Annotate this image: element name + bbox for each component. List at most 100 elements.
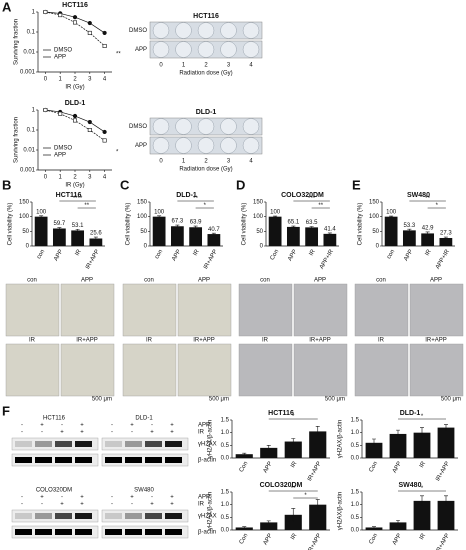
blot-sign: + xyxy=(130,423,134,429)
chart-title: SW480 xyxy=(407,192,430,199)
error-bar xyxy=(420,427,424,438)
point xyxy=(72,15,78,20)
error-bar xyxy=(444,495,448,506)
micrograph xyxy=(122,283,177,337)
point xyxy=(58,111,63,116)
blot-line-label: COLO320DM xyxy=(36,488,72,494)
value-label: 63.5 xyxy=(306,220,318,226)
blot-sign: + xyxy=(150,502,154,508)
blot-line-label: SW480 xyxy=(134,488,154,494)
bar xyxy=(286,226,300,246)
value-label: 42.9 xyxy=(422,226,434,232)
well xyxy=(152,41,170,58)
point xyxy=(73,20,78,25)
value-label: 100 xyxy=(386,210,397,216)
well xyxy=(220,41,237,58)
band xyxy=(145,441,162,447)
bar xyxy=(152,216,166,246)
error-bar xyxy=(443,236,448,239)
band xyxy=(55,457,72,463)
blot-sign: + xyxy=(150,430,154,436)
y-tick-label: 0.0 xyxy=(351,456,360,462)
micrograph xyxy=(122,343,177,397)
sig-label: ** xyxy=(84,203,89,209)
error-bar xyxy=(242,452,247,456)
error-bar xyxy=(39,215,44,218)
chart-title: DLD-1 xyxy=(65,100,86,107)
bar xyxy=(260,522,278,530)
value-label: 27.3 xyxy=(440,231,452,237)
bar xyxy=(268,216,282,246)
x-tick-label: APP xyxy=(263,461,274,474)
error-bar xyxy=(327,232,332,235)
x-tick-label: con xyxy=(36,249,46,260)
blot-band-label: β-actin xyxy=(198,530,216,536)
x-tick-label: Con xyxy=(270,249,281,262)
dose-label: 1 xyxy=(182,159,186,165)
band xyxy=(55,529,72,535)
well xyxy=(220,22,237,39)
band xyxy=(145,457,162,463)
x-tick-label: APP xyxy=(53,249,64,262)
blot-sign: + xyxy=(130,495,134,501)
value-label: 100 xyxy=(36,209,47,215)
band xyxy=(35,529,52,535)
y-tick-label: 0.001 xyxy=(20,70,36,76)
bar xyxy=(71,230,85,246)
value-label: 65.1 xyxy=(288,220,300,226)
y-tick-label: 0.01 xyxy=(23,50,35,56)
micrograph-label: IR xyxy=(146,338,153,344)
chart-title: DLD-1 xyxy=(176,192,197,199)
point xyxy=(87,119,92,125)
dose-label: 2 xyxy=(204,159,208,165)
blot-sign: - xyxy=(111,423,113,429)
x-tick-label: IR+APP xyxy=(307,461,323,483)
error-bar xyxy=(211,232,216,235)
x-tick-label: APP xyxy=(171,249,182,262)
plate-title: DLD-1 xyxy=(196,109,217,116)
y-tick-label: 0 xyxy=(144,244,148,250)
x-tick-label: Con xyxy=(239,461,250,474)
point xyxy=(102,138,107,143)
y-tick-label: 0.0 xyxy=(351,528,360,534)
micrograph xyxy=(5,343,60,397)
value-label: 63.9 xyxy=(190,220,202,226)
point xyxy=(43,108,48,113)
blot-row-label: APP xyxy=(198,423,210,429)
micrograph xyxy=(293,343,348,397)
micrograph-label: IR+APP xyxy=(425,338,447,344)
error-bar xyxy=(193,225,198,229)
blot-row-label: IR xyxy=(198,502,205,508)
legend-label: DMSO xyxy=(54,146,72,152)
y-tick-label: 0.5 xyxy=(221,515,230,521)
y-tick-label: 150 xyxy=(253,200,264,206)
panel-label: C xyxy=(120,177,130,192)
bar xyxy=(437,500,455,530)
x-tick-label: 0 xyxy=(44,77,48,83)
error-bar xyxy=(175,224,180,228)
legend-label: DMSO xyxy=(54,48,72,54)
y-axis-label: γH2AX/β-actin xyxy=(338,492,344,530)
band xyxy=(15,513,32,519)
micrograph-label: IR+APP xyxy=(193,338,215,344)
micrograph-label: IR xyxy=(378,338,385,344)
sig-label: *** xyxy=(308,196,316,202)
x-tick-label: Con xyxy=(368,533,379,546)
micrograph-label: con xyxy=(144,278,154,284)
bar xyxy=(305,227,319,246)
y-tick-label: 100 xyxy=(253,214,264,220)
blot-sign: + xyxy=(80,495,84,501)
well xyxy=(152,137,170,154)
panel-label: A xyxy=(2,0,12,14)
band xyxy=(35,441,52,447)
blot-line-label: DLD-1 xyxy=(135,416,153,422)
y-tick-label: 100 xyxy=(19,214,30,220)
band xyxy=(75,457,92,463)
blot-sign: - xyxy=(21,495,23,501)
point xyxy=(102,43,107,48)
y-tick-label: 1.0 xyxy=(221,502,230,508)
bar xyxy=(34,216,48,246)
micrograph xyxy=(354,283,409,337)
dose-label: 2 xyxy=(204,63,208,69)
sig-label: * xyxy=(421,486,424,492)
